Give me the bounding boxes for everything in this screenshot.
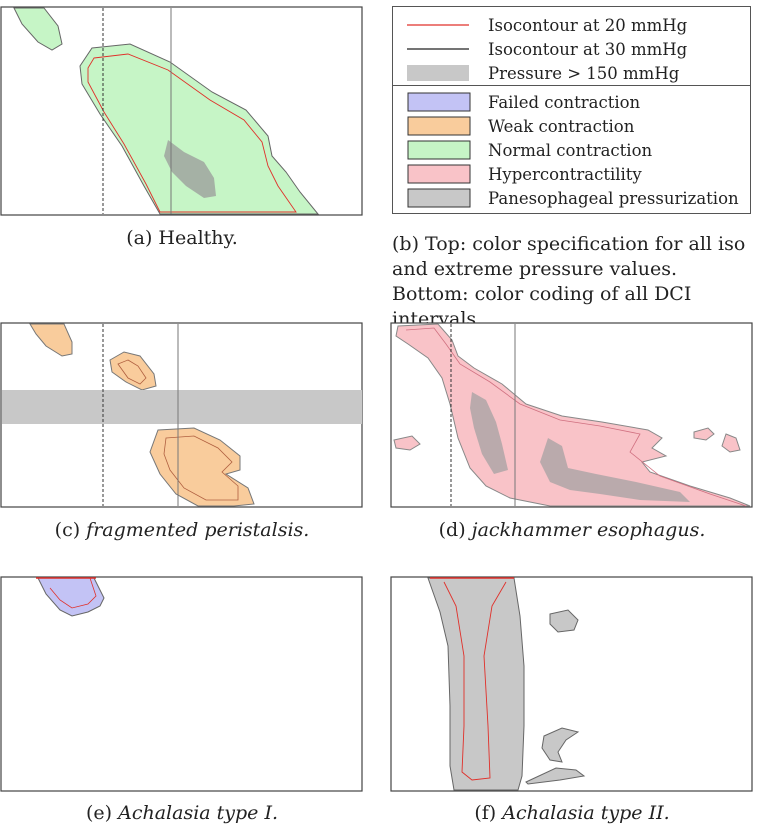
legend-row-hyper: Hypercontractility (393, 163, 750, 185)
pink-blob-right2 (721, 433, 741, 453)
legend-row-iso30: Isocontour at 30 mmHg (393, 38, 750, 60)
legend-row-iso20: Isocontour at 20 mmHg (393, 14, 750, 36)
red-line-icon (407, 24, 469, 26)
weak-swatch-icon (407, 116, 471, 136)
isocontour-20 (405, 327, 747, 507)
legend-separator (393, 85, 750, 86)
black-line-icon (407, 48, 469, 50)
gray-column (427, 577, 525, 791)
legend-label-weak: Weak contraction (488, 116, 635, 136)
isocontour-20 (443, 581, 507, 781)
legend-row-pressure150: Pressure > 150 mmHg (393, 62, 750, 84)
legend-row-normal: Normal contraction (393, 139, 750, 161)
orange-blob-topleft (29, 323, 73, 357)
pressure-150-band (2, 390, 362, 424)
normal-swatch-icon (407, 140, 471, 160)
isocontour-20-small (117, 359, 147, 385)
caption-a: (a) Healthy. (126, 227, 238, 249)
caption-b: (b) Top: color specification for all iso… (392, 233, 746, 330)
legend-label-iso30: Isocontour at 30 mmHg (488, 39, 688, 59)
caption-f: (f) Achalasia type II. (474, 802, 670, 824)
pink-blob-right1 (693, 427, 715, 441)
legend-row-panesophageal: Panesophageal pressurization (393, 187, 750, 209)
panel-c-fragmented (0, 322, 364, 510)
legend-label-hyper: Hypercontractility (488, 164, 642, 184)
hyper-swatch-icon (407, 164, 471, 184)
legend-box: Isocontour at 20 mmHg Isocontour at 30 m… (392, 6, 751, 214)
caption-c: (c) fragmented peristalsis. (54, 519, 310, 541)
green-blob-small (13, 7, 63, 51)
legend-label-pressure150: Pressure > 150 mmHg (488, 63, 680, 83)
pink-blob-left (393, 435, 421, 451)
gray-blob-middle (541, 727, 580, 763)
pressure-150-region-lower (540, 438, 690, 502)
panel-f-achalasia-2 (390, 576, 754, 796)
panel-e-achalasia-1 (0, 576, 364, 796)
legend-row-failed: Failed contraction (393, 91, 750, 113)
purple-blob (37, 577, 105, 617)
orange-blob-large (149, 427, 255, 507)
panesophageal-swatch-icon (407, 188, 471, 208)
panel-d-jackhammer (390, 322, 754, 510)
panel-a-healthy (0, 6, 364, 218)
legend-row-weak: Weak contraction (393, 115, 750, 137)
isocontour-20-large (163, 435, 239, 501)
legend-label-failed: Failed contraction (488, 92, 641, 112)
failed-swatch-icon (407, 92, 471, 112)
legend-label-normal: Normal contraction (488, 140, 653, 160)
pink-blob-main (395, 323, 751, 507)
caption-e: (e) Achalasia type I. (86, 802, 278, 824)
legend-label-iso20: Isocontour at 20 mmHg (488, 15, 688, 35)
legend-label-panesophageal: Panesophageal pressurization (488, 188, 739, 208)
orange-blob-small (109, 351, 157, 391)
gray-blob-lower (525, 767, 586, 785)
isocontour-20 (87, 53, 297, 213)
gray-band-icon (407, 65, 469, 81)
gray-blob-upper (549, 609, 579, 633)
caption-d: (d) jackhammer esophagus. (438, 519, 706, 541)
pressure-150-region (164, 140, 216, 198)
pressure-150-region-upper (470, 392, 508, 474)
